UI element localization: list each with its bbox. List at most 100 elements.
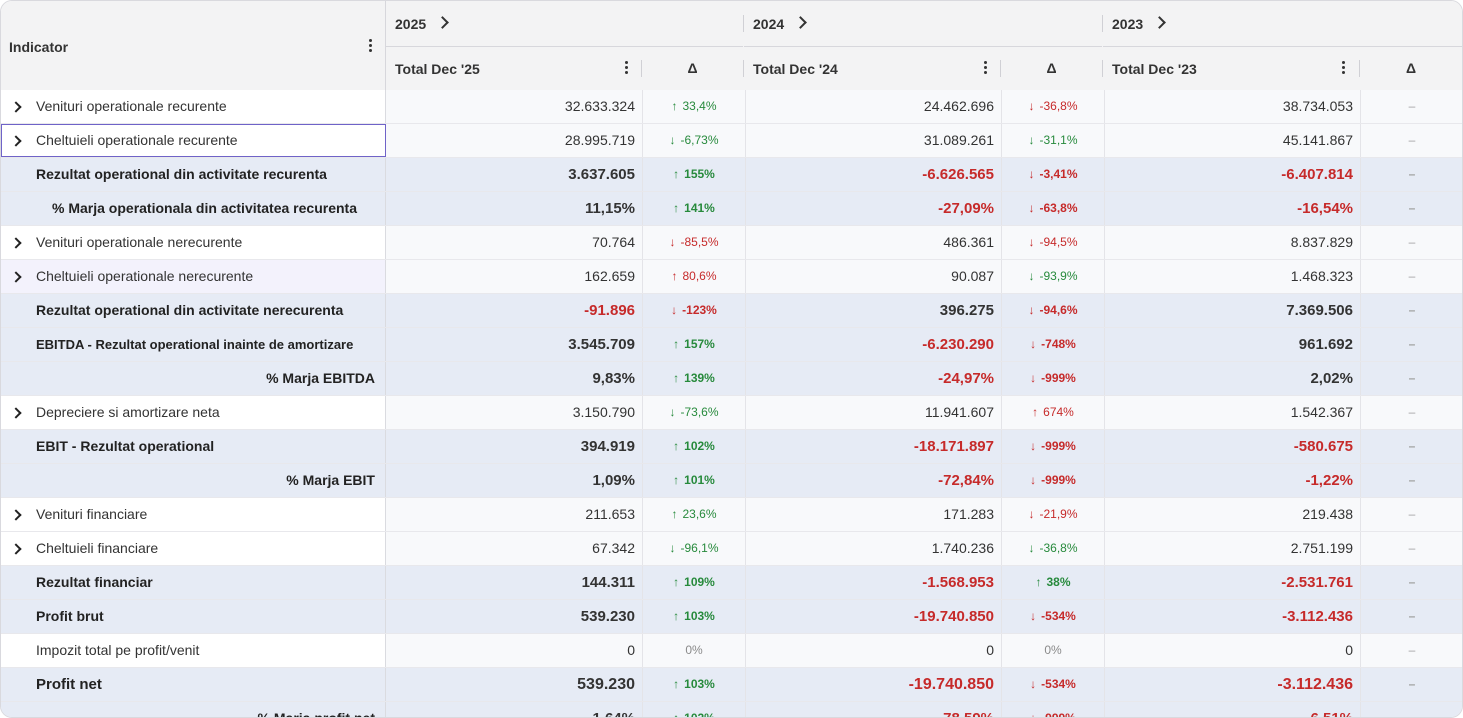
delta-cell[interactable]: ↑ 141% [642,192,746,225]
value-cell[interactable]: 1.542.367 [1290,404,1353,420]
value-cell[interactable]: 67.342 [592,540,635,556]
delta-cell[interactable]: – [1360,90,1462,123]
year-group-2023[interactable]: 2023 [1103,1,1462,47]
value-cell[interactable]: 144.311 [581,574,635,591]
delta-cell[interactable]: ↓ -123% [642,294,746,327]
value-cell[interactable]: -3.112.436 [1282,608,1353,625]
value-cell[interactable]: 3.637.605 [568,166,635,183]
delta-cell[interactable]: ↑ 33,4% [642,90,746,123]
indicator-cell[interactable]: Cheltuieli operationale nerecurente [1,260,386,293]
delta-cell[interactable]: ↓ -93,9% [1001,260,1105,293]
delta-cell[interactable]: ↑ 157% [642,328,746,361]
delta-cell[interactable]: ↓ -31,1% [1001,124,1105,157]
delta-cell[interactable]: – [1360,294,1462,327]
chevron-right-icon[interactable] [10,101,22,113]
delta-cell[interactable]: ↓ -36,8% [1001,532,1105,565]
delta-cell[interactable]: – [1360,158,1462,191]
value-cell[interactable]: 3.545.709 [568,336,635,353]
value-cell[interactable]: -6.230.290 [922,336,994,353]
indicator-cell[interactable]: % Marja profit net [1,702,386,717]
delta-cell[interactable]: 0% [1001,634,1105,667]
delta-cell[interactable]: ↓ -85,5% [642,226,746,259]
value-cell[interactable]: -1,22% [1305,472,1353,489]
indicator-cell[interactable]: EBIT - Rezultat operational [1,430,386,463]
indicator-cell[interactable]: Profit net [1,668,386,701]
value-cell[interactable]: -3.112.436 [1277,676,1353,693]
value-cell[interactable]: 396.275 [939,302,994,319]
delta-cell[interactable]: ↑ 674% [1001,396,1105,429]
table-row[interactable]: % Marja EBITDA 9,83% ↑ 139% -24,97% ↓ -999% 2,0… [1,362,1462,396]
delta-cell[interactable]: ↓ -94,6% [1001,294,1105,327]
table-row[interactable]: EBIT - Rezultat operational 394.919 ↑ 102% -… [1,430,1462,464]
delta-cell[interactable]: ↓ -36,8% [1001,90,1105,123]
value-cell[interactable]: -6.407.814 [1281,166,1353,183]
value-cell[interactable]: 486.361 [943,234,994,250]
value-cell[interactable]: -72,84% [938,472,994,489]
column-header-delta-2023[interactable]: Δ [1360,47,1462,90]
delta-cell[interactable]: – [1360,498,1462,531]
value-cell[interactable]: 961.692 [1298,336,1353,353]
value-cell[interactable]: 2,02% [1310,370,1353,387]
delta-cell[interactable]: ↓ -999% [1001,430,1105,463]
value-cell[interactable]: 0 [627,642,635,658]
indicator-cell[interactable]: Profit brut [1,600,386,633]
value-cell[interactable]: 539.230 [577,676,635,693]
column-header-total-2023[interactable]: Total Dec '23 [1103,47,1359,90]
value-cell[interactable]: 90.087 [951,268,994,284]
value-cell[interactable]: -1.568.953 [922,574,994,591]
delta-cell[interactable]: ↑ 109% [642,566,746,599]
delta-cell[interactable]: – [1360,702,1462,717]
indicator-cell[interactable]: % Marja operationala din activitatea rec… [1,192,386,225]
delta-cell[interactable]: ↓ -21,9% [1001,498,1105,531]
delta-cell[interactable]: ↓ -6,73% [642,124,746,157]
chevron-right-icon[interactable] [436,16,449,29]
value-cell[interactable]: 70.764 [592,234,635,250]
delta-cell[interactable]: ↓ -63,8% [1001,192,1105,225]
value-cell[interactable]: 28.995.719 [564,132,635,148]
value-cell[interactable]: 211.653 [585,506,635,522]
delta-cell[interactable]: ↑ 103% [642,668,746,701]
value-cell[interactable]: 1.468.323 [1290,268,1353,284]
delta-cell[interactable]: ↑ 80,6% [642,260,746,293]
indicator-column-header[interactable]: Indicator [1,1,386,90]
indicator-cell[interactable]: Cheltuieli financiare [1,532,386,565]
table-row[interactable]: Rezultat operational din activitate nere… [1,294,1462,328]
delta-cell[interactable]: – [1360,362,1462,395]
indicator-cell[interactable]: Rezultat operational din activitate recu… [1,158,386,191]
table-row[interactable]: Rezultat operational din activitate recu… [1,158,1462,192]
delta-cell[interactable]: ↓ -73,6% [642,396,746,429]
value-cell[interactable]: 219.438 [1302,506,1353,522]
value-cell[interactable]: 0 [986,642,994,658]
delta-cell[interactable]: ↑ 155% [642,158,746,191]
indicator-cell[interactable]: Venituri financiare [1,498,386,531]
delta-cell[interactable]: ↓ -999% [1001,362,1105,395]
table-row[interactable]: Profit brut 539.230 ↑ 103% -19.740.850 ↓ -534%… [1,600,1462,634]
indicator-cell[interactable]: Venituri operationale nerecurente [1,226,386,259]
chevron-right-icon[interactable] [794,16,807,29]
delta-cell[interactable]: ↑ 38% [1001,566,1105,599]
value-cell[interactable]: 162.659 [584,268,635,284]
delta-cell[interactable]: – [1360,464,1462,497]
delta-cell[interactable]: – [1360,124,1462,157]
column-header-total-2024[interactable]: Total Dec '24 [744,47,1000,90]
delta-cell[interactable]: ↓ -999% [1001,464,1105,497]
indicator-cell[interactable]: % Marja EBITDA [1,362,386,395]
table-row[interactable]: Cheltuieli operationale nerecurente 162.6… [1,260,1462,294]
value-cell[interactable]: 1,09% [592,472,635,489]
indicator-cell[interactable]: Impozit total pe profit/venit [1,634,386,667]
chevron-right-icon[interactable] [10,271,22,283]
delta-cell[interactable]: – [1360,634,1462,667]
delta-cell[interactable]: – [1360,532,1462,565]
value-cell[interactable]: -2.531.761 [1281,574,1353,591]
delta-cell[interactable]: – [1360,260,1462,293]
table-row[interactable]: Cheltuieli financiare 67.342 ↓ -96,1% 1.740.… [1,532,1462,566]
value-cell[interactable]: -91.896 [584,302,635,319]
table-row[interactable]: EBITDA - Rezultat operational inainte de… [1,328,1462,362]
chevron-right-icon[interactable] [10,135,22,147]
delta-cell[interactable]: ↓ -3,41% [1001,158,1105,191]
value-cell[interactable]: -19.740.850 [908,676,994,693]
value-cell[interactable]: 8.837.829 [1290,234,1353,250]
indicator-cell[interactable]: Depreciere si amortizare neta [1,396,386,429]
chevron-right-icon[interactable] [1153,16,1166,29]
delta-cell[interactable]: ↑ 102% [642,430,746,463]
